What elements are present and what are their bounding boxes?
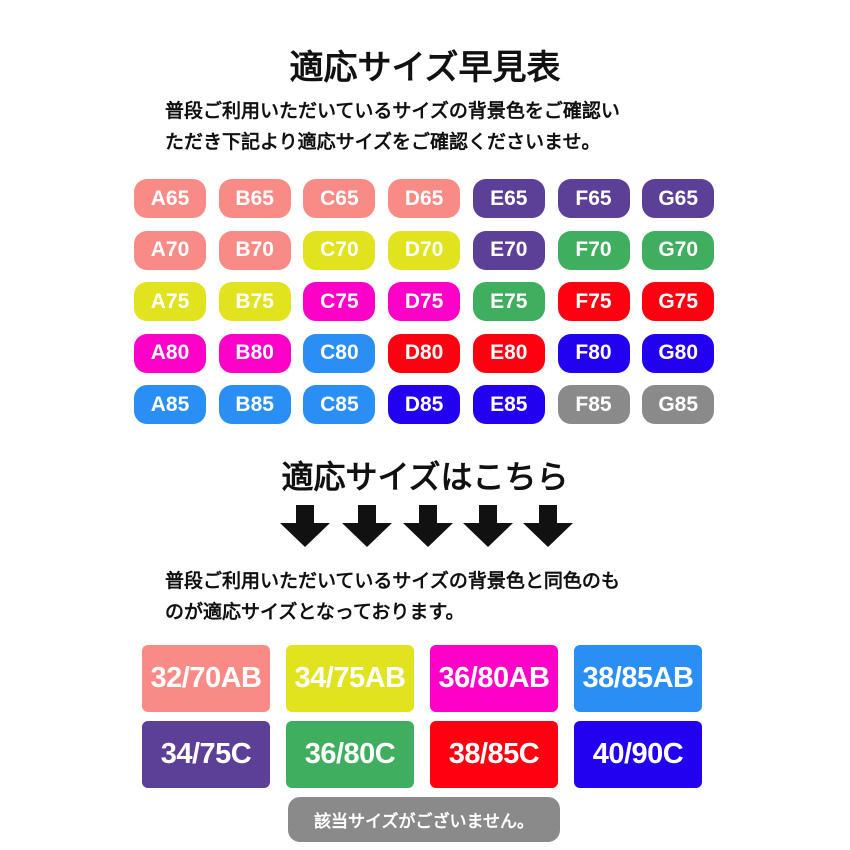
intro-line: ただき下記より適応サイズをご確認くださいませ。 bbox=[165, 131, 601, 153]
size-result-38-85ab: 38/85AB bbox=[574, 645, 702, 712]
size-chip-f75: F75 bbox=[557, 282, 630, 321]
arrow-down-icon bbox=[403, 505, 453, 547]
arrow-down-icon bbox=[280, 505, 330, 547]
page-title: 適応サイズ早見表 bbox=[289, 48, 561, 88]
size-chip-f80: F80 bbox=[557, 333, 630, 373]
size-chip-g70: G70 bbox=[642, 230, 715, 270]
outro-line: のが適応サイズとなっております。 bbox=[165, 601, 465, 623]
size-chip-b65: B65 bbox=[218, 179, 291, 218]
size-chip-g80: G80 bbox=[642, 333, 715, 373]
size-chip-e65: E65 bbox=[472, 179, 545, 218]
size-result-38-85c: 38/85C bbox=[430, 721, 558, 788]
size-chip-f65: F65 bbox=[557, 179, 630, 218]
size-chip-a65: A65 bbox=[134, 179, 206, 218]
size-result-32-70ab: 32/70AB bbox=[142, 645, 270, 712]
size-result-40-90c: 40/90C bbox=[574, 721, 702, 788]
size-chip-g75: G75 bbox=[642, 282, 715, 321]
size-chip-c65: C65 bbox=[303, 179, 376, 218]
size-chip-e80: E80 bbox=[472, 333, 545, 373]
size-chip-e70: E70 bbox=[472, 230, 545, 270]
outro-line: 普段ご利用いただいているサイズの背景色と同色のも bbox=[165, 570, 620, 592]
intro-text: 普段ご利用いただいているサイズの背景色をご確認い ただき下記より適応サイズをご確… bbox=[165, 96, 725, 158]
size-chip-c80: C80 bbox=[303, 333, 376, 373]
size-result-34-75ab: 34/75AB bbox=[286, 645, 414, 712]
size-chip-e75: E75 bbox=[472, 282, 545, 321]
arrow-down-icon bbox=[342, 505, 392, 547]
size-chip-e85: E85 bbox=[472, 385, 545, 424]
subtitle: 適応サイズはこちら bbox=[281, 458, 569, 496]
no-size-badge: 該当サイズがございません。 bbox=[288, 797, 560, 842]
size-chip-d65: D65 bbox=[388, 179, 461, 218]
size-chip-b85: B85 bbox=[218, 385, 291, 424]
size-result-36-80c: 36/80C bbox=[286, 721, 414, 788]
size-chip-d85: D85 bbox=[388, 385, 461, 424]
outro-text: 普段ご利用いただいているサイズの背景色と同色のも のが適応サイズとなっております… bbox=[165, 566, 725, 628]
size-chip-a75: A75 bbox=[134, 282, 206, 321]
size-chip-d75: D75 bbox=[388, 282, 461, 321]
size-chip-a80: A80 bbox=[134, 333, 206, 373]
size-chip-d70: D70 bbox=[388, 230, 461, 270]
arrow-down-icon bbox=[463, 505, 513, 547]
size-chip-b80: B80 bbox=[218, 333, 291, 373]
size-chip-c75: C75 bbox=[303, 282, 376, 321]
size-chip-d80: D80 bbox=[388, 333, 461, 373]
size-chip-c70: C70 bbox=[303, 230, 376, 270]
arrow-down-icon bbox=[523, 505, 573, 547]
size-chip-f85: F85 bbox=[557, 385, 630, 424]
size-chip-b70: B70 bbox=[218, 230, 291, 270]
size-chip-b75: B75 bbox=[218, 282, 291, 321]
size-chip-g85: G85 bbox=[642, 385, 715, 424]
size-result-36-80ab: 36/80AB bbox=[430, 645, 558, 712]
size-chip-a70: A70 bbox=[134, 230, 206, 270]
size-result-34-75c: 34/75C bbox=[142, 721, 270, 788]
size-chip-c85: C85 bbox=[303, 385, 376, 424]
intro-line: 普段ご利用いただいているサイズの背景色をご確認い bbox=[165, 100, 620, 122]
size-chip-f70: F70 bbox=[557, 230, 630, 270]
size-chip-a85: A85 bbox=[134, 385, 206, 424]
size-chip-g65: G65 bbox=[642, 179, 715, 218]
